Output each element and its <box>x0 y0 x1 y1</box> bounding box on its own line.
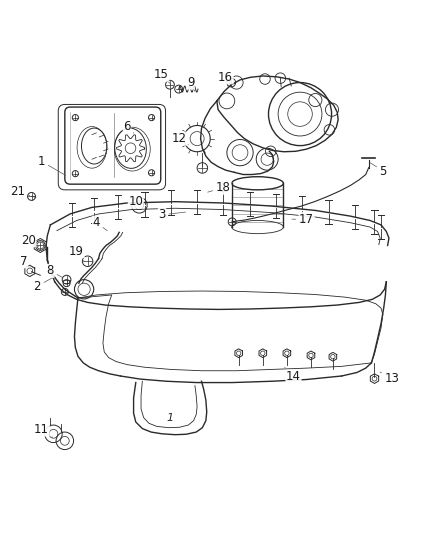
Text: 9: 9 <box>187 76 195 91</box>
Text: 14: 14 <box>285 367 301 383</box>
Text: 19: 19 <box>69 245 84 261</box>
Text: 6: 6 <box>123 120 134 133</box>
Text: 15: 15 <box>154 68 170 84</box>
Text: 17: 17 <box>292 213 314 225</box>
Text: 21: 21 <box>10 184 30 198</box>
Text: 7: 7 <box>20 255 34 268</box>
Text: 10: 10 <box>128 195 143 208</box>
Text: 20: 20 <box>21 233 39 247</box>
Text: 12: 12 <box>172 132 188 145</box>
Text: 3: 3 <box>159 208 186 221</box>
Text: 1: 1 <box>166 413 173 423</box>
Text: 16: 16 <box>218 71 233 86</box>
Text: 4: 4 <box>92 216 107 231</box>
Text: 8: 8 <box>47 264 62 278</box>
Text: 2: 2 <box>33 277 54 293</box>
Text: 1: 1 <box>38 155 66 175</box>
Text: 11: 11 <box>34 423 53 437</box>
Text: 13: 13 <box>380 372 399 385</box>
Text: 18: 18 <box>208 181 231 194</box>
Text: 5: 5 <box>370 163 387 177</box>
